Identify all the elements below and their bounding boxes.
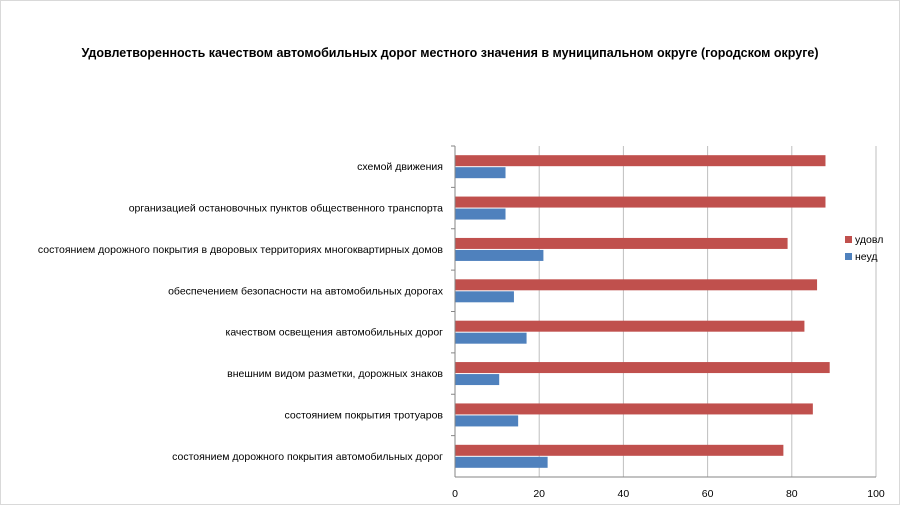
chart-title: Удовлетворенность качеством автомобильны… [81, 46, 819, 60]
bar-udovl [455, 155, 826, 167]
bar-neud [455, 374, 500, 386]
bar-udovl [455, 444, 784, 456]
category-label: обеспечением безопасности на автомобильн… [168, 285, 444, 297]
bar-neud [455, 332, 527, 344]
bar-neud [455, 456, 548, 468]
x-tick-label: 100 [867, 488, 885, 500]
category-label: схемой движения [357, 161, 443, 173]
x-tick-label: 60 [702, 488, 714, 500]
x-tick-label: 20 [533, 488, 545, 500]
bar-udovl [455, 403, 813, 415]
bar-udovl [455, 279, 818, 291]
bar-udovl [455, 196, 826, 208]
bar-neud [455, 291, 514, 303]
category-label: внешним видом разметки, дорожных знаков [227, 368, 443, 380]
x-tick-label: 0 [452, 488, 458, 500]
category-label: качеством освещения автомобильных дорог [226, 327, 444, 339]
bar-udovl [455, 237, 788, 249]
category-label: состоянием покрытия тротуаров [284, 409, 443, 421]
bar-neud [455, 249, 544, 261]
bar-udovl [455, 362, 830, 374]
legend-swatch [845, 253, 852, 260]
legend-label: неуд [855, 251, 878, 263]
legend-swatch [845, 236, 852, 243]
bar-udovl [455, 320, 805, 332]
category-label: состоянием дорожного покрытия в дворовых… [38, 244, 444, 256]
legend-label: удовл [855, 234, 883, 246]
category-label: состоянием дорожного покрытия автомобиль… [172, 451, 443, 463]
category-label: организацией остановочных пунктов общест… [129, 203, 443, 215]
x-tick-label: 40 [618, 488, 630, 500]
bar-neud [455, 167, 506, 179]
bar-neud [455, 415, 519, 427]
bar-neud [455, 208, 506, 220]
x-tick-label: 80 [786, 488, 798, 500]
